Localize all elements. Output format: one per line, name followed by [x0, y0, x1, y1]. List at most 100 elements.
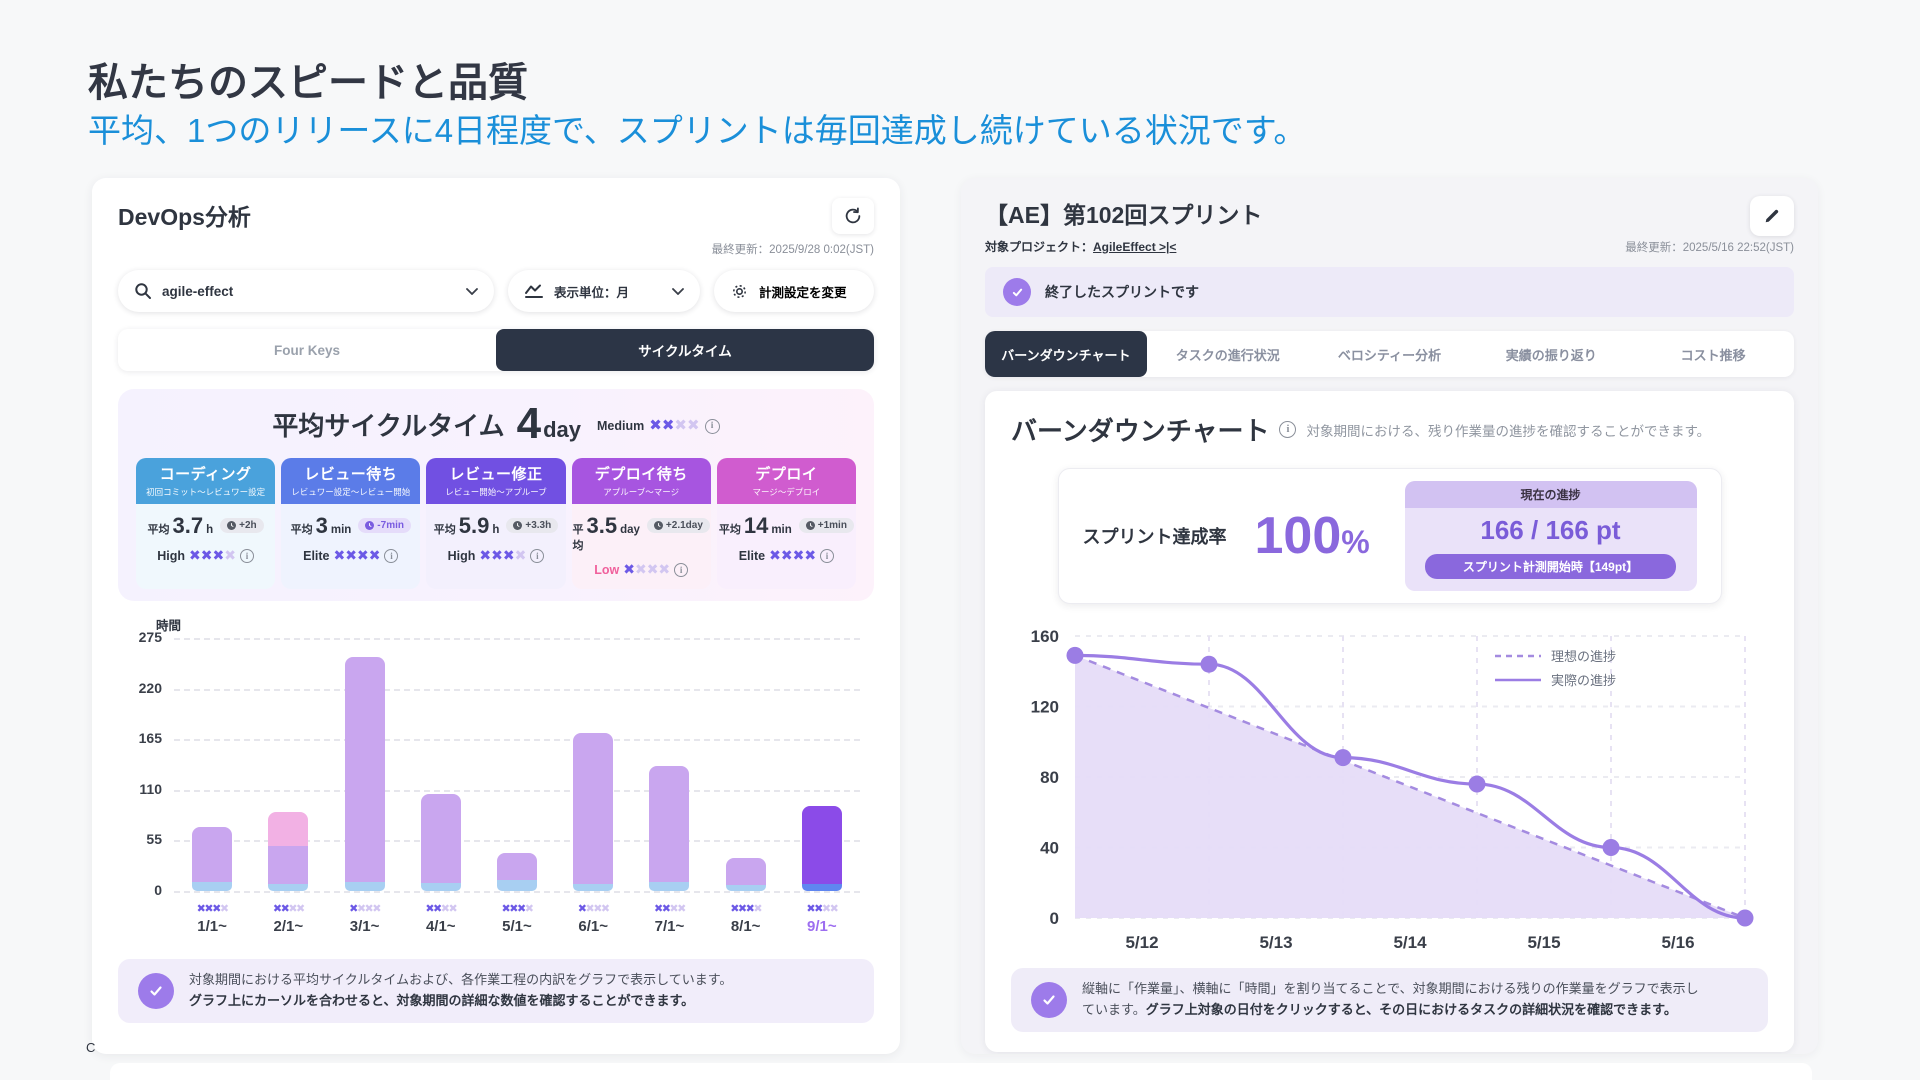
sprint-last-updated: 最終更新：2025/5/16 22:52(JST) — [1625, 241, 1794, 254]
sprint-tab-2[interactable]: ベロシティー分析 — [1337, 347, 1442, 363]
sprint-tab-1[interactable]: タスクの進行状況 — [1175, 347, 1280, 363]
data-point[interactable] — [1736, 909, 1754, 927]
display-unit-select[interactable]: 表示単位：月 — [508, 270, 700, 312]
rating-stars: ✖✖✖✖ — [623, 561, 670, 579]
chart-bar-6/1~[interactable] — [573, 732, 614, 891]
star-icon: ✖ — [479, 547, 492, 563]
star-icon: ✖ — [649, 417, 662, 434]
target-project-link[interactable]: AgileEffect >|< — [1093, 240, 1177, 254]
stage-metric: 平均 5.9 h +3.3h — [428, 513, 563, 539]
x-date-label[interactable]: 5/16 — [1661, 933, 1694, 952]
stage-rating: High ✖✖✖✖ i — [138, 547, 273, 565]
chart-bar-7/1~[interactable] — [649, 765, 690, 891]
rating-label: Medium — [597, 419, 645, 433]
metric-value: 5.9 — [458, 513, 490, 538]
metric-value: 3.7 — [172, 513, 204, 538]
burndown-card: バーンダウンチャート i 対象期間における、残り作業量の進捗を確認することができ… — [985, 391, 1794, 1052]
star-icon: ✖ — [356, 903, 366, 915]
star-icon: ✖ — [219, 903, 229, 915]
data-point[interactable] — [1200, 655, 1218, 673]
chart-bar-8/1~[interactable] — [725, 857, 766, 891]
info-icon[interactable]: i — [820, 549, 835, 563]
sprint-status-banner: 終了したスプリントです — [985, 267, 1794, 317]
sprint-tab-0[interactable]: バーンダウンチャート — [985, 331, 1147, 377]
settings-button-label: 計測設定を変更 — [759, 285, 847, 300]
bar-rating: ✖✖✖✖ — [726, 899, 766, 917]
project-search-select[interactable]: agile-effect — [118, 270, 494, 312]
stage-range: レビュワー設定～レビュー開始 — [291, 487, 411, 497]
data-point[interactable] — [1468, 775, 1486, 793]
devops-tab-0[interactable]: Four Keys — [273, 342, 341, 358]
chart-bar-2/1~[interactable] — [268, 811, 309, 891]
delta-value: +2h — [239, 520, 257, 531]
metric-unit: min — [771, 524, 792, 536]
devops-tabbar: Four Keys サイクルタイム — [118, 329, 874, 371]
star-icon: ✖ — [829, 903, 839, 915]
info-icon[interactable]: i — [1279, 421, 1297, 438]
info-icon[interactable]: i — [674, 563, 689, 577]
star-icon: ✖ — [634, 561, 647, 577]
star-icon: ✖ — [356, 547, 369, 563]
x-date-label[interactable]: 5/14 — [1393, 933, 1427, 952]
bar-rating: ✖✖✖✖ — [573, 899, 613, 917]
star-icon: ✖ — [661, 903, 671, 915]
info-icon[interactable]: i — [704, 418, 720, 434]
edit-button[interactable] — [1750, 196, 1794, 236]
avg-label: 平均 — [572, 524, 584, 552]
note-line1: 縦軸に「作業量」、横軸に「時間」を割り当てることで、対象期間における残りの作業量… — [1082, 981, 1699, 996]
bar-segment — [420, 793, 461, 883]
bar-segment — [573, 732, 614, 884]
stage-range: アプルーブ～マージ — [603, 487, 680, 497]
bar-segment — [801, 883, 842, 891]
avg-label: 平均 — [433, 524, 456, 536]
settings-button[interactable]: 計測設定を変更 — [714, 270, 874, 312]
stage-name: レビュー修正 — [449, 466, 543, 483]
bar-segment — [344, 657, 385, 882]
stage-name: レビュー待ち — [304, 466, 398, 483]
x-tick-label: 8/1~ — [730, 918, 761, 935]
y-tick-label: 165 — [138, 730, 162, 747]
chart-bar-3/1~[interactable] — [344, 657, 385, 891]
devops-last-updated: 最終更新：2025/9/28 0:02(JST) — [711, 244, 874, 256]
legend-ideal-label: 理想の進捗 — [1551, 649, 1616, 664]
sprint-panel: 【AE】第102回スプリント 対象プロジェクト：AgileEffect >|< … — [961, 178, 1818, 1054]
gridline — [174, 688, 860, 691]
refresh-button[interactable] — [832, 198, 874, 234]
data-point[interactable] — [1602, 839, 1620, 856]
info-icon[interactable]: i — [384, 549, 399, 563]
x-date-label[interactable]: 5/12 — [1125, 933, 1158, 952]
x-tick-label: 4/1~ — [425, 918, 456, 935]
devops-tab-1[interactable]: サイクルタイム — [496, 329, 874, 371]
stage-rating: Low ✖✖✖✖ i — [574, 561, 709, 579]
star-icon: ✖ — [433, 903, 442, 915]
sprint-start-badge: スプリント計測開始時【149pt】 — [1424, 554, 1677, 579]
data-point[interactable] — [1334, 749, 1352, 767]
sprint-tab-3[interactable]: 実績の振り返り — [1505, 347, 1597, 363]
chart-bar-5/1~[interactable] — [496, 853, 537, 891]
info-icon[interactable]: i — [239, 549, 254, 563]
star-icon: ✖ — [516, 903, 526, 915]
chart-bar-9/1~[interactable] — [801, 806, 842, 891]
bar-segment — [192, 826, 233, 882]
star-icon: ✖ — [646, 561, 659, 577]
star-icon: ✖ — [804, 547, 817, 563]
star-icon: ✖ — [296, 903, 305, 915]
stage-chip-4: デプロイ マージ～デプロイ — [716, 458, 856, 504]
note-line1: 対象期間における平均サイクルタイムおよび、各作業工程の内訳をグラフで表示していま… — [189, 972, 733, 987]
note-line2-bold: グラフ上対象の日付をクリックすると、その日におけるタスクの詳細状況を確認できます… — [1145, 1001, 1677, 1017]
avg-label: 平均 — [147, 524, 170, 536]
x-date-label[interactable]: 5/15 — [1527, 933, 1560, 952]
info-icon[interactable]: i — [530, 549, 545, 563]
star-icon: ✖ — [658, 561, 671, 577]
star-icon: ✖ — [769, 547, 781, 563]
star-icon: ✖ — [674, 417, 687, 434]
chart-bar-1/1~[interactable] — [192, 826, 233, 891]
stage-chip-3: デプロイ待ち アプルーブ～マージ — [571, 458, 711, 504]
data-point[interactable] — [1066, 646, 1084, 664]
sprint-tab-4[interactable]: コスト推移 — [1680, 347, 1746, 363]
chart-bar-4/1~[interactable] — [420, 793, 461, 891]
bar-ratings-row: ✖✖✖✖ ✖✖✖✖ ✖✖✖✖ ✖✖✖✖ ✖✖✖✖ ✖✖✖✖ ✖✖✖✖ ✖✖✖✖ ✖✖✖✖ — [174, 899, 860, 917]
delta-badge: +1min — [798, 518, 854, 533]
star-icon: ✖ — [368, 547, 381, 563]
x-date-label[interactable]: 5/13 — [1259, 933, 1292, 952]
